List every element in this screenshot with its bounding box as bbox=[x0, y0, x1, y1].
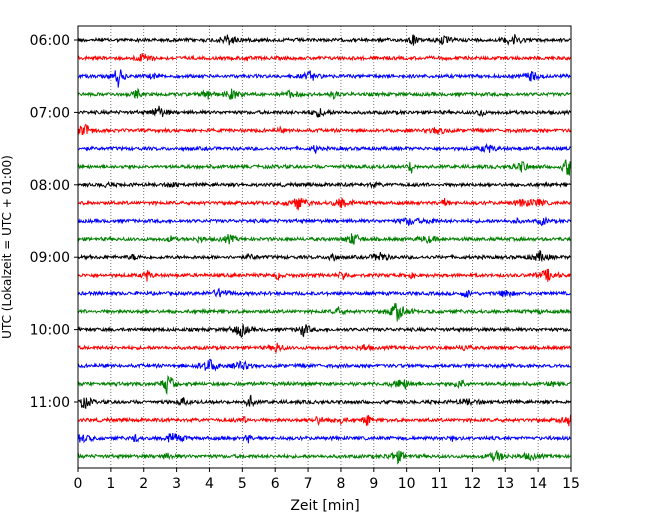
y-axis-label: UTC (Lokalzeit = UTC + 01:00) bbox=[0, 155, 14, 339]
trace-06:15 bbox=[77, 52, 572, 62]
trace-11:30 bbox=[77, 433, 571, 444]
trace-09:15 bbox=[77, 268, 571, 282]
y-tick-label: 08:00 bbox=[30, 178, 70, 194]
trace-09:45 bbox=[77, 303, 572, 322]
x-tick-label: 10 bbox=[398, 476, 416, 492]
x-tick-label: 9 bbox=[369, 476, 378, 492]
x-tick-label: 2 bbox=[139, 476, 148, 492]
x-tick-label: 4 bbox=[205, 476, 214, 492]
trace-11:00 bbox=[77, 394, 572, 410]
trace-07:00 bbox=[77, 105, 572, 118]
y-tick-label: 09:00 bbox=[30, 250, 70, 266]
trace-08:00 bbox=[77, 180, 571, 190]
x-axis-ticks: 0 1 2 3 4 5 6 7 8 9 10 11 12 13 14 15 bbox=[74, 468, 580, 492]
trace-06:30 bbox=[77, 69, 571, 88]
x-tick-label: 0 bbox=[74, 476, 83, 492]
trace-11:45 bbox=[77, 449, 571, 465]
trace-10:00 bbox=[77, 324, 571, 338]
trace-08:30 bbox=[77, 216, 572, 227]
trace-09:00 bbox=[77, 249, 571, 263]
x-tick-label: 11 bbox=[431, 476, 449, 492]
x-axis-label: Zeit [min] bbox=[290, 498, 359, 514]
trace-10:15 bbox=[77, 342, 572, 354]
trace-07:15 bbox=[77, 123, 572, 136]
x-tick-label: 13 bbox=[496, 476, 514, 492]
x-tick-label: 12 bbox=[463, 476, 481, 492]
y-axis-ticks: 06:00 07:00 08:00 09:00 10:00 11:00 bbox=[30, 33, 78, 411]
y-tick-label: 06:00 bbox=[30, 33, 70, 49]
x-tick-label: 3 bbox=[172, 476, 181, 492]
y-tick-label: 11:00 bbox=[30, 395, 70, 411]
x-tick-label: 8 bbox=[336, 476, 345, 492]
x-tick-label: 1 bbox=[106, 476, 115, 492]
trace-09:30 bbox=[77, 287, 571, 299]
trace-07:30 bbox=[77, 142, 571, 154]
trace-10:45 bbox=[77, 374, 571, 396]
x-tick-label: 15 bbox=[562, 476, 580, 492]
trace-06:00 bbox=[77, 34, 571, 46]
x-tick-label: 7 bbox=[304, 476, 313, 492]
trace-06:45 bbox=[77, 87, 572, 101]
x-tick-label: 5 bbox=[238, 476, 247, 492]
x-tick-label: 6 bbox=[271, 476, 280, 492]
seismic-traces bbox=[77, 34, 572, 465]
x-tick-label: 14 bbox=[529, 476, 547, 492]
trace-07:45 bbox=[77, 159, 572, 176]
y-tick-label: 10:00 bbox=[30, 323, 70, 339]
trace-08:15 bbox=[77, 197, 571, 211]
trace-11:15 bbox=[77, 414, 572, 427]
y-tick-label: 07:00 bbox=[30, 105, 70, 121]
trace-10:30 bbox=[77, 358, 571, 372]
trace-08:45 bbox=[77, 233, 572, 245]
plot-frame bbox=[77, 25, 572, 469]
